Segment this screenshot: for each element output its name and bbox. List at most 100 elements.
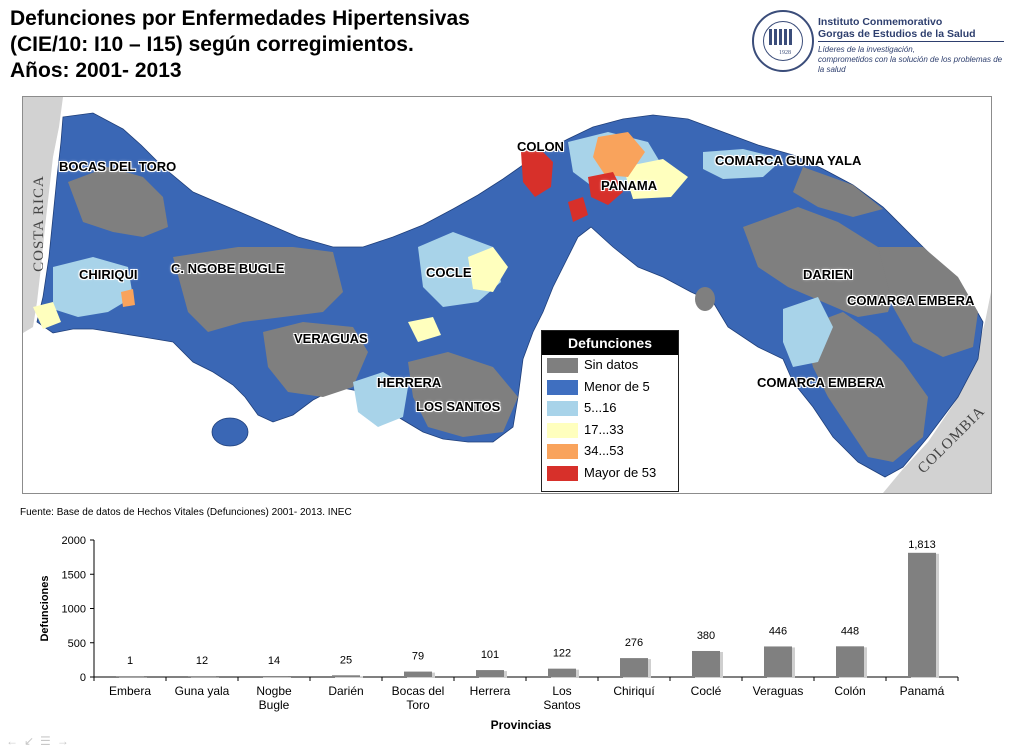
y-axis-title: Defunciones (39, 575, 51, 641)
zone-chiriqui-yellow (33, 302, 61, 329)
bar-value-label: 79 (412, 651, 424, 663)
bar (764, 646, 792, 677)
island-pearl (695, 287, 715, 311)
bar (116, 676, 144, 677)
colombia-land (883, 292, 991, 493)
y-tick-label: 0 (80, 672, 86, 684)
bar-shadow (119, 677, 147, 678)
map-svg (23, 97, 991, 493)
x-tick-label: Veraguas (753, 684, 804, 698)
logo-name-line-2: Gorgas de Estudios de la Salud (818, 28, 976, 40)
bar (692, 650, 720, 677)
label-veraguas: VERAGUAS (294, 331, 368, 346)
x-tick-label: Nogbe (256, 684, 292, 698)
seal-icon: 1928 (752, 10, 814, 72)
bar (548, 668, 576, 677)
zone-herrera-light (353, 372, 408, 427)
x-tick-label: Bocas del (392, 684, 445, 698)
bar-value-label: 1,813 (908, 539, 936, 551)
bar-shadow (263, 677, 291, 678)
panama-land (36, 112, 984, 478)
zone-veraguas-yellow (408, 317, 441, 342)
bar (332, 675, 360, 677)
legend-item: Sin datos (542, 355, 678, 377)
institute-logo: 1928 Instituto Conmemorativo Gorgas de E… (752, 10, 1007, 80)
y-tick-label: 1000 (62, 604, 86, 616)
bar-value-label: 276 (625, 637, 643, 649)
zone-darien (743, 207, 898, 317)
x-tick-label: Herrera (470, 684, 511, 698)
zone-embera (803, 312, 928, 462)
x-tick-label: Embera (109, 684, 151, 698)
bar-value-label: 14 (268, 655, 280, 667)
legend-label: Sin datos (584, 357, 639, 372)
label-herrera: HERRERA (377, 375, 442, 390)
slide-nav-icons[interactable]: ←↙☰→ (6, 734, 75, 748)
x-tick-label: Guna yala (175, 684, 230, 698)
label-embera-south: COMARCA EMBERA (757, 375, 885, 390)
legend-swatch (547, 358, 578, 373)
zone-veraguas (263, 322, 368, 397)
legend-label: Mayor de 53 (584, 464, 657, 480)
island-coiba (211, 417, 249, 447)
zone-colon-red (521, 147, 553, 197)
logo-name: Instituto Conmemorativo Gorgas de Estudi… (818, 16, 976, 40)
bar-value-label: 12 (196, 655, 208, 667)
logo-name-line-1: Instituto Conmemorativo (818, 16, 943, 28)
bar (260, 676, 288, 677)
label-chiriqui: CHIRIQUI (79, 267, 138, 282)
bar-value-label: 25 (340, 654, 352, 666)
y-tick-label: 1500 (62, 569, 86, 581)
seal-year: 1928 (779, 50, 791, 56)
zone-panama-yellow (623, 159, 688, 199)
x-tick-label: Chiriquí (613, 684, 655, 698)
source-note: Fuente: Base de datos de Hechos Vitales … (20, 507, 352, 518)
title-line-2: (CIE/10: I10 – I15) según corregimientos… (10, 33, 414, 56)
zone-ngobe (173, 247, 343, 332)
zone-bocas (68, 167, 168, 237)
legend-title: Defunciones (542, 331, 678, 355)
legend-label: 34...53 (584, 443, 624, 458)
legend-item: Mayor de 53 (542, 463, 678, 485)
bar-value-label: 101 (481, 649, 499, 661)
title-line-1: Defunciones por Enfermedades Hipertensiv… (10, 7, 470, 30)
legend-item: 34...53 (542, 441, 678, 463)
label-bocas-del-toro: BOCAS DEL TORO (59, 159, 177, 174)
legend-label: 5...16 (584, 400, 617, 415)
label-cocle: COCLE (426, 265, 472, 280)
bar-value-label: 122 (553, 648, 571, 660)
x-tick-label: Coclé (691, 684, 722, 698)
label-embera-north: COMARCA EMBERA (847, 293, 975, 308)
bar-value-label: 446 (769, 625, 787, 637)
zone-panama-orange (593, 132, 645, 177)
bar-shadow (335, 676, 363, 678)
logo-tagline-line-2: comprometidos con la solución de los pro… (818, 55, 1003, 74)
x-tick-label: Colón (834, 684, 865, 698)
costa-rica-land (23, 97, 63, 333)
x-axis-title: Provincias (491, 718, 552, 732)
bar-chart: 0 500 1000 1500 2000 1 Embera 12 Guna yala 14 Nogb… (39, 535, 959, 732)
bar (476, 670, 504, 677)
chart-title: Defunciones por Enfermedades Hipertensiv… (10, 6, 730, 84)
y-tick-label: 2000 (62, 535, 86, 547)
label-los-santos: LOS SANTOS (416, 399, 501, 414)
label-guna-yala: COMARCA GUNA YALA (715, 153, 862, 168)
bar-value-label: 1 (127, 655, 133, 667)
zone-panama-red (588, 172, 623, 205)
zone-cocle-yellow (468, 247, 508, 292)
bar (188, 676, 216, 677)
zone-chiriqui-orange (121, 289, 135, 307)
x-tick-label: Santos (543, 698, 580, 712)
costa-rica-label: COSTA RICA (30, 175, 47, 272)
logo-tagline: Líderes de la investigación, comprometid… (818, 45, 1007, 75)
legend-label: 17...33 (584, 421, 624, 437)
bar (404, 671, 432, 677)
y-tick-label: 500 (68, 638, 86, 650)
bar (836, 646, 864, 677)
x-tick-label: Darién (328, 684, 363, 698)
map-legend: Defunciones Sin datos Menor de 5 5...16 … (541, 330, 679, 492)
zone-lossantos (408, 352, 518, 437)
x-tick-label: Los (552, 684, 571, 698)
label-ngobe-bugle: C. NGOBE BUGLE (171, 261, 285, 276)
title-line-3: Años: 2001- 2013 (10, 59, 182, 82)
